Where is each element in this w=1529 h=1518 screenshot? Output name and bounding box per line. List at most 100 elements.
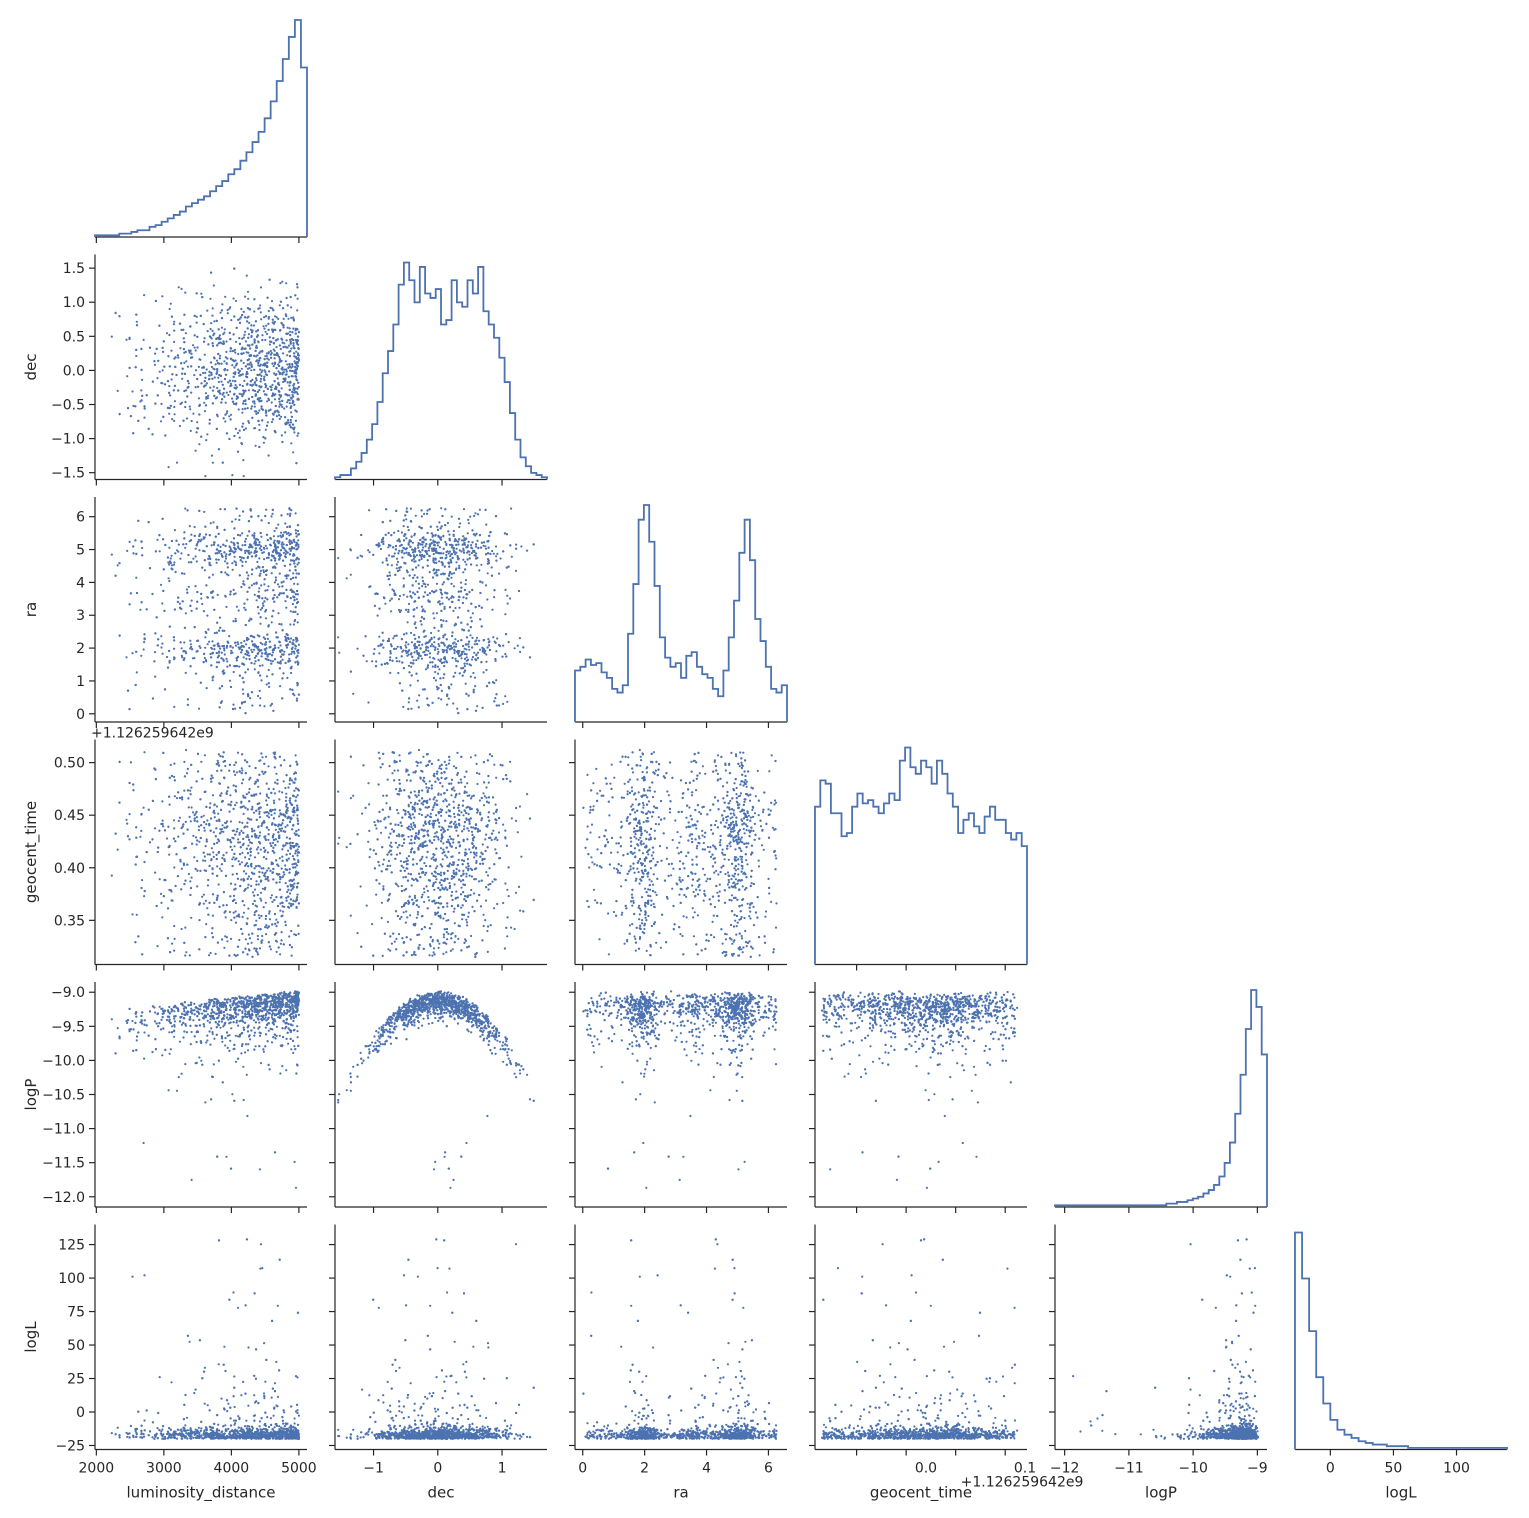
scatter-point xyxy=(143,339,145,341)
scatter-point xyxy=(173,763,175,765)
scatter-point xyxy=(146,608,148,610)
scatter-point xyxy=(159,550,161,552)
scatter-point xyxy=(441,690,443,692)
scatter-point xyxy=(273,372,275,374)
scatter-point xyxy=(448,598,450,600)
scatter-point xyxy=(211,337,213,339)
scatter-point xyxy=(469,516,471,518)
scatter-point xyxy=(413,534,415,536)
scatter-point xyxy=(295,576,297,578)
scatter-point xyxy=(260,849,262,851)
scatter-point xyxy=(468,551,470,553)
scatter-point xyxy=(225,852,227,854)
scatter-point xyxy=(421,658,423,660)
scatter-point xyxy=(473,515,475,517)
scatter-point xyxy=(472,672,474,674)
scatter-point xyxy=(218,630,220,632)
scatter-point xyxy=(410,546,412,548)
scatter-point xyxy=(257,398,259,400)
scatter-point xyxy=(213,333,215,335)
scatter-point xyxy=(477,657,479,659)
scatter-point xyxy=(272,660,274,662)
scatter-point xyxy=(228,438,230,440)
scatter-point xyxy=(171,316,173,318)
scatter-point xyxy=(212,368,214,370)
scatter-point xyxy=(426,654,428,656)
scatter-point xyxy=(290,589,292,591)
scatter-point xyxy=(405,646,407,648)
scatter-point xyxy=(173,341,175,343)
scatter-point xyxy=(284,636,286,638)
scatter-point xyxy=(399,682,401,684)
scatter-point xyxy=(279,372,281,374)
scatter-point xyxy=(207,395,209,397)
scatter-point xyxy=(410,540,412,542)
scatter-point xyxy=(271,554,273,556)
scatter-point xyxy=(236,828,238,830)
scatter-point xyxy=(212,574,214,576)
scatter-point xyxy=(267,765,269,767)
scatter-point xyxy=(194,347,196,349)
scatter-point xyxy=(153,660,155,662)
scatter-point xyxy=(417,641,419,643)
scatter-point xyxy=(296,698,298,700)
scatter-point xyxy=(427,532,429,534)
scatter-point xyxy=(230,383,232,385)
scatter-point xyxy=(493,700,495,702)
scatter-point xyxy=(263,379,265,381)
scatter-point xyxy=(269,409,271,411)
scatter-point xyxy=(245,538,247,540)
scatter-point xyxy=(259,369,261,371)
scatter-point xyxy=(244,399,246,401)
scatter-point xyxy=(233,671,235,673)
scatter-point xyxy=(260,649,262,651)
scatter-point xyxy=(425,539,427,541)
scatter-point xyxy=(221,309,223,311)
scatter-point xyxy=(203,661,205,663)
scatter-point xyxy=(260,609,262,611)
scatter-point xyxy=(418,706,420,708)
scatter-point xyxy=(281,281,283,283)
scatter-point xyxy=(456,708,458,710)
scatter-point xyxy=(506,701,508,703)
scatter-point xyxy=(244,712,246,714)
scatter-point xyxy=(289,331,291,333)
scatter-point xyxy=(286,577,288,579)
scatter-point xyxy=(453,547,455,549)
scatter-point xyxy=(205,660,207,662)
scatter-point xyxy=(256,905,258,907)
scatter-point xyxy=(173,866,175,868)
scatter-point xyxy=(456,548,458,550)
scatter-point xyxy=(216,552,218,554)
scatter-point xyxy=(184,401,186,403)
scatter-point xyxy=(259,697,261,699)
scatter-point xyxy=(433,553,435,555)
scatter-point xyxy=(238,609,240,611)
scatter-point xyxy=(251,569,253,571)
scatter-point xyxy=(289,548,291,550)
scatter-point xyxy=(440,698,442,700)
scatter-point xyxy=(277,377,279,379)
scatter-point xyxy=(204,526,206,528)
scatter-point xyxy=(452,557,454,559)
scatter-point xyxy=(298,562,300,564)
scatter-point xyxy=(434,671,436,673)
scatter-point xyxy=(251,546,253,548)
scatter-point xyxy=(451,647,453,649)
scatter-point xyxy=(298,348,300,350)
scatter-point xyxy=(413,554,415,556)
scatter-point xyxy=(405,518,407,520)
scatter-point xyxy=(273,394,275,396)
scatter-point xyxy=(430,539,432,541)
scatter-point xyxy=(292,342,294,344)
scatter-point xyxy=(272,710,274,712)
scatter-point xyxy=(258,635,260,637)
scatter-point xyxy=(231,521,233,523)
scatter-point xyxy=(280,532,282,534)
scatter-point xyxy=(477,547,479,549)
scatter-point xyxy=(233,547,235,549)
scatter-point xyxy=(212,345,214,347)
scatter-point xyxy=(223,649,225,651)
scatter-point xyxy=(407,611,409,613)
scatter-point xyxy=(287,419,289,421)
